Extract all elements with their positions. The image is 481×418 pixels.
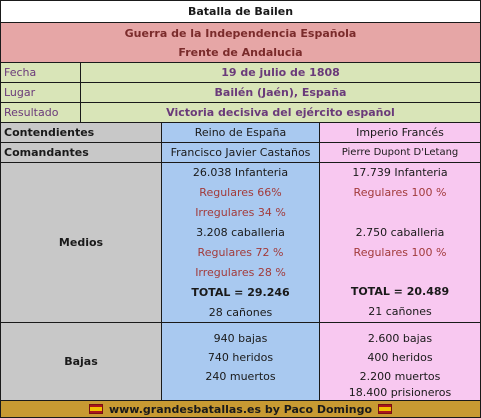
- bajas-row: Bajas 940 bajas 740 heridos 240 muertos …: [1, 323, 480, 401]
- resultado-label: Resultado: [1, 103, 81, 122]
- medios-francia-line: 17.739 Infanteria: [352, 166, 448, 179]
- medios-francia-line: Regulares 100 %: [353, 186, 447, 199]
- footer: www.grandesbatallas.es by Paco Domingo: [1, 401, 480, 417]
- spain-flag-icon: [88, 404, 103, 414]
- bajas-francia-line: 400 heridos: [367, 351, 433, 364]
- medios-espana-line: 3.208 caballeria: [196, 226, 285, 239]
- fecha-value: 19 de julio de 1808: [221, 66, 340, 79]
- contendiente-espana: Reino de España: [162, 123, 320, 142]
- medios-espana-line: Irregulares 28 %: [195, 266, 286, 279]
- medios-francia-line: 21 cañones: [368, 305, 432, 318]
- medios-francia-line: [320, 203, 480, 223]
- lugar-row: Lugar Bailén (Jaén), España: [1, 83, 480, 103]
- medios-francia: 17.739 Infanteria Regulares 100 % 2.750 …: [320, 163, 480, 322]
- fecha-row: Fecha 19 de julio de 1808: [1, 63, 480, 83]
- bajas-espana-line: 240 muertos: [205, 370, 276, 383]
- title-row: Batalla de Bailen: [1, 1, 480, 23]
- comandantes-label: Comandantes: [1, 143, 162, 162]
- comandantes-row: Comandantes Francisco Javier Castaños Pi…: [1, 143, 480, 163]
- fecha-label: Fecha: [1, 63, 81, 82]
- medios-espana: 26.038 Infanteria Regulares 66% Irregula…: [162, 163, 320, 322]
- footer-row: www.grandesbatallas.es by Paco Domingo: [1, 401, 480, 417]
- medios-espana-line: 28 cañones: [208, 306, 273, 319]
- bajas-francia-line: 2.600 bajas: [367, 332, 433, 345]
- medios-francia-line: [320, 263, 480, 283]
- medios-espana-line: Regulares 72 %: [197, 246, 284, 259]
- battle-title: Batalla de Bailen: [187, 5, 294, 18]
- medios-francia-total: TOTAL = 20.489: [350, 285, 450, 298]
- bajas-espana-line: 940 bajas: [213, 332, 268, 345]
- medios-francia-line: Regulares 100 %: [353, 245, 447, 259]
- front-name: Frente de Andalucia: [178, 45, 303, 59]
- bajas-espana-line: 740 heridos: [207, 351, 274, 364]
- medios-label: Medios: [1, 163, 162, 322]
- medios-francia-line: 2.750 caballeria: [355, 225, 445, 239]
- comandante-espana: Francisco Javier Castaños: [162, 143, 320, 162]
- war-row: Guerra de la Independencia Española Fren…: [1, 23, 480, 63]
- contendientes-row: Contendientes Reino de España Imperio Fr…: [1, 123, 480, 143]
- medios-espana-total: TOTAL = 29.246: [191, 286, 290, 299]
- bajas-francia-line: 18.400 prisioneros: [348, 386, 452, 399]
- lugar-value: Bailén (Jaén), España: [214, 86, 347, 99]
- comandante-francia: Pierre Dupont D'Letang: [320, 143, 480, 162]
- war-name: Guerra de la Independencia Española: [124, 26, 357, 40]
- spain-flag-icon: [378, 404, 393, 414]
- resultado-row: Resultado Victoria decisiva del ejército…: [1, 103, 480, 123]
- bajas-espana: 940 bajas 740 heridos 240 muertos: [162, 323, 320, 400]
- medios-espana-line: 26.038 Infanteria: [192, 166, 289, 179]
- medios-espana-line: Regulares 66%: [199, 186, 282, 199]
- footer-credit[interactable]: www.grandesbatallas.es by Paco Domingo: [108, 402, 373, 416]
- resultado-value: Victoria decisiva del ejército español: [166, 106, 395, 119]
- contendiente-francia: Imperio Francés: [320, 123, 480, 142]
- bajas-label: Bajas: [1, 323, 162, 400]
- lugar-label: Lugar: [1, 83, 81, 102]
- contendientes-label: Contendientes: [1, 123, 162, 142]
- bajas-francia-line: 2.200 muertos: [359, 370, 441, 383]
- war-heading: Guerra de la Independencia Española Fren…: [1, 24, 480, 62]
- bajas-francia: 2.600 bajas 400 heridos 2.200 muertos 18…: [320, 323, 480, 400]
- medios-espana-line: Irregulares 34 %: [195, 206, 286, 219]
- medios-row: Medios 26.038 Infanteria Regulares 66% I…: [1, 163, 480, 323]
